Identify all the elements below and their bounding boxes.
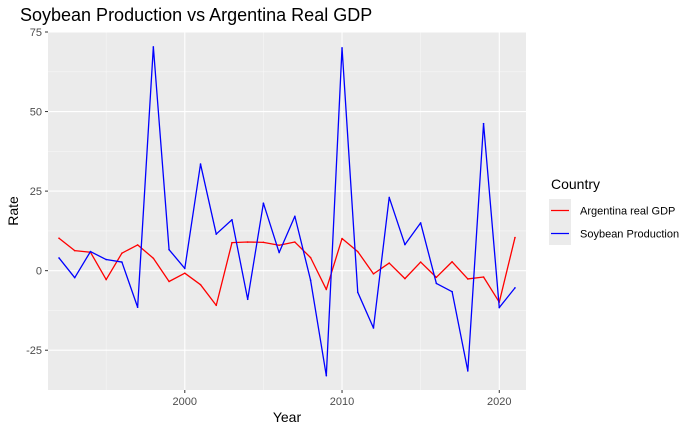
data-point-argentina-real-gdp xyxy=(309,256,312,259)
data-point-argentina-real-gdp xyxy=(199,283,202,286)
data-point-soybean-production xyxy=(372,327,375,329)
plot-panel xyxy=(48,32,526,390)
data-point-argentina-real-gdp xyxy=(58,237,60,240)
data-point-argentina-real-gdp xyxy=(341,237,343,240)
series-line-argentina-real-gdp xyxy=(58,237,516,307)
data-point-soybean-production xyxy=(482,122,485,125)
data-point-argentina-real-gdp xyxy=(372,273,375,275)
data-point-argentina-real-gdp xyxy=(451,260,453,263)
data-point-argentina-real-gdp xyxy=(121,252,123,254)
x-tick-label: 2010 xyxy=(330,396,354,408)
legend-title: Country xyxy=(551,176,600,192)
data-point-soybean-production xyxy=(498,306,501,309)
data-point-soybean-production xyxy=(152,46,155,48)
data-point-argentina-real-gdp xyxy=(356,250,359,253)
data-point-soybean-production xyxy=(514,287,516,289)
data-point-soybean-production xyxy=(388,196,391,199)
y-tick-label: 50 xyxy=(30,107,42,119)
x-tick-label: 2020 xyxy=(487,396,511,408)
legend-label-soybean-production: Soybean Production xyxy=(580,229,679,241)
data-point-argentina-real-gdp xyxy=(467,278,469,280)
y-axis: -25 0 25 50 75 xyxy=(26,27,48,357)
data-point-argentina-real-gdp xyxy=(514,236,516,239)
y-tick-label: 0 xyxy=(36,266,42,278)
y-tick-label: -25 xyxy=(26,345,42,357)
data-point-soybean-production xyxy=(168,248,170,251)
data-point-argentina-real-gdp xyxy=(482,276,485,278)
legend-label-argentina-real-gdp: Argentina real GDP xyxy=(580,206,675,218)
data-point-argentina-real-gdp xyxy=(435,276,438,279)
data-point-argentina-real-gdp xyxy=(231,241,233,244)
legend: Country Argentina real GDP Soybean Produc… xyxy=(549,176,679,245)
data-point-argentina-real-gdp xyxy=(183,272,186,275)
data-point-soybean-production xyxy=(419,222,422,224)
data-point-soybean-production xyxy=(356,291,359,294)
y-axis-label: Rate xyxy=(5,196,21,226)
data-point-soybean-production xyxy=(73,276,76,279)
minor-gridlines xyxy=(48,32,526,390)
data-point-soybean-production xyxy=(451,290,453,293)
data-point-soybean-production xyxy=(467,370,469,372)
data-point-soybean-production xyxy=(215,233,218,235)
data-point-soybean-production xyxy=(231,218,233,221)
data-point-soybean-production xyxy=(435,282,438,285)
data-point-soybean-production xyxy=(246,298,249,301)
x-tick-label: 2000 xyxy=(173,396,197,408)
data-point-soybean-production xyxy=(199,163,202,165)
y-tick-label: 75 xyxy=(30,27,42,39)
data-point-soybean-production xyxy=(309,279,312,282)
data-point-argentina-real-gdp xyxy=(168,280,170,283)
x-axis-label: Year xyxy=(273,409,302,425)
data-point-argentina-real-gdp xyxy=(419,261,422,263)
data-point-argentina-real-gdp xyxy=(73,249,76,252)
y-tick-label: 25 xyxy=(30,186,42,198)
data-point-soybean-production xyxy=(294,215,296,218)
data-point-argentina-real-gdp xyxy=(278,244,280,247)
major-gridlines xyxy=(48,31,526,390)
data-point-soybean-production xyxy=(183,267,186,270)
x-axis: 2000 2010 2020 xyxy=(173,390,512,408)
data-point-argentina-real-gdp xyxy=(215,304,218,307)
data-point-soybean-production xyxy=(404,243,406,246)
data-point-argentina-real-gdp xyxy=(262,241,265,244)
data-point-soybean-production xyxy=(262,202,265,205)
data-point-soybean-production xyxy=(121,261,123,263)
series-line-soybean-production xyxy=(58,46,516,377)
data-point-argentina-real-gdp xyxy=(388,262,391,264)
data-point-argentina-real-gdp xyxy=(246,241,249,243)
data-point-soybean-production xyxy=(341,47,343,49)
data-point-soybean-production xyxy=(325,374,328,377)
data-point-argentina-real-gdp xyxy=(136,244,139,246)
chart-title: Soybean Production vs Argentina Real GDP xyxy=(20,5,372,25)
data-point-soybean-production xyxy=(136,306,139,309)
data-point-soybean-production xyxy=(278,251,280,254)
data-point-soybean-production xyxy=(105,258,107,261)
series-lines xyxy=(58,46,516,377)
data-point-argentina-real-gdp xyxy=(294,241,296,243)
data-point-argentina-real-gdp xyxy=(105,278,107,281)
data-point-argentina-real-gdp xyxy=(325,288,328,291)
data-point-argentina-real-gdp xyxy=(404,277,406,280)
data-point-soybean-production xyxy=(89,250,92,253)
data-point-soybean-production xyxy=(58,257,60,259)
data-point-argentina-real-gdp xyxy=(152,257,155,260)
